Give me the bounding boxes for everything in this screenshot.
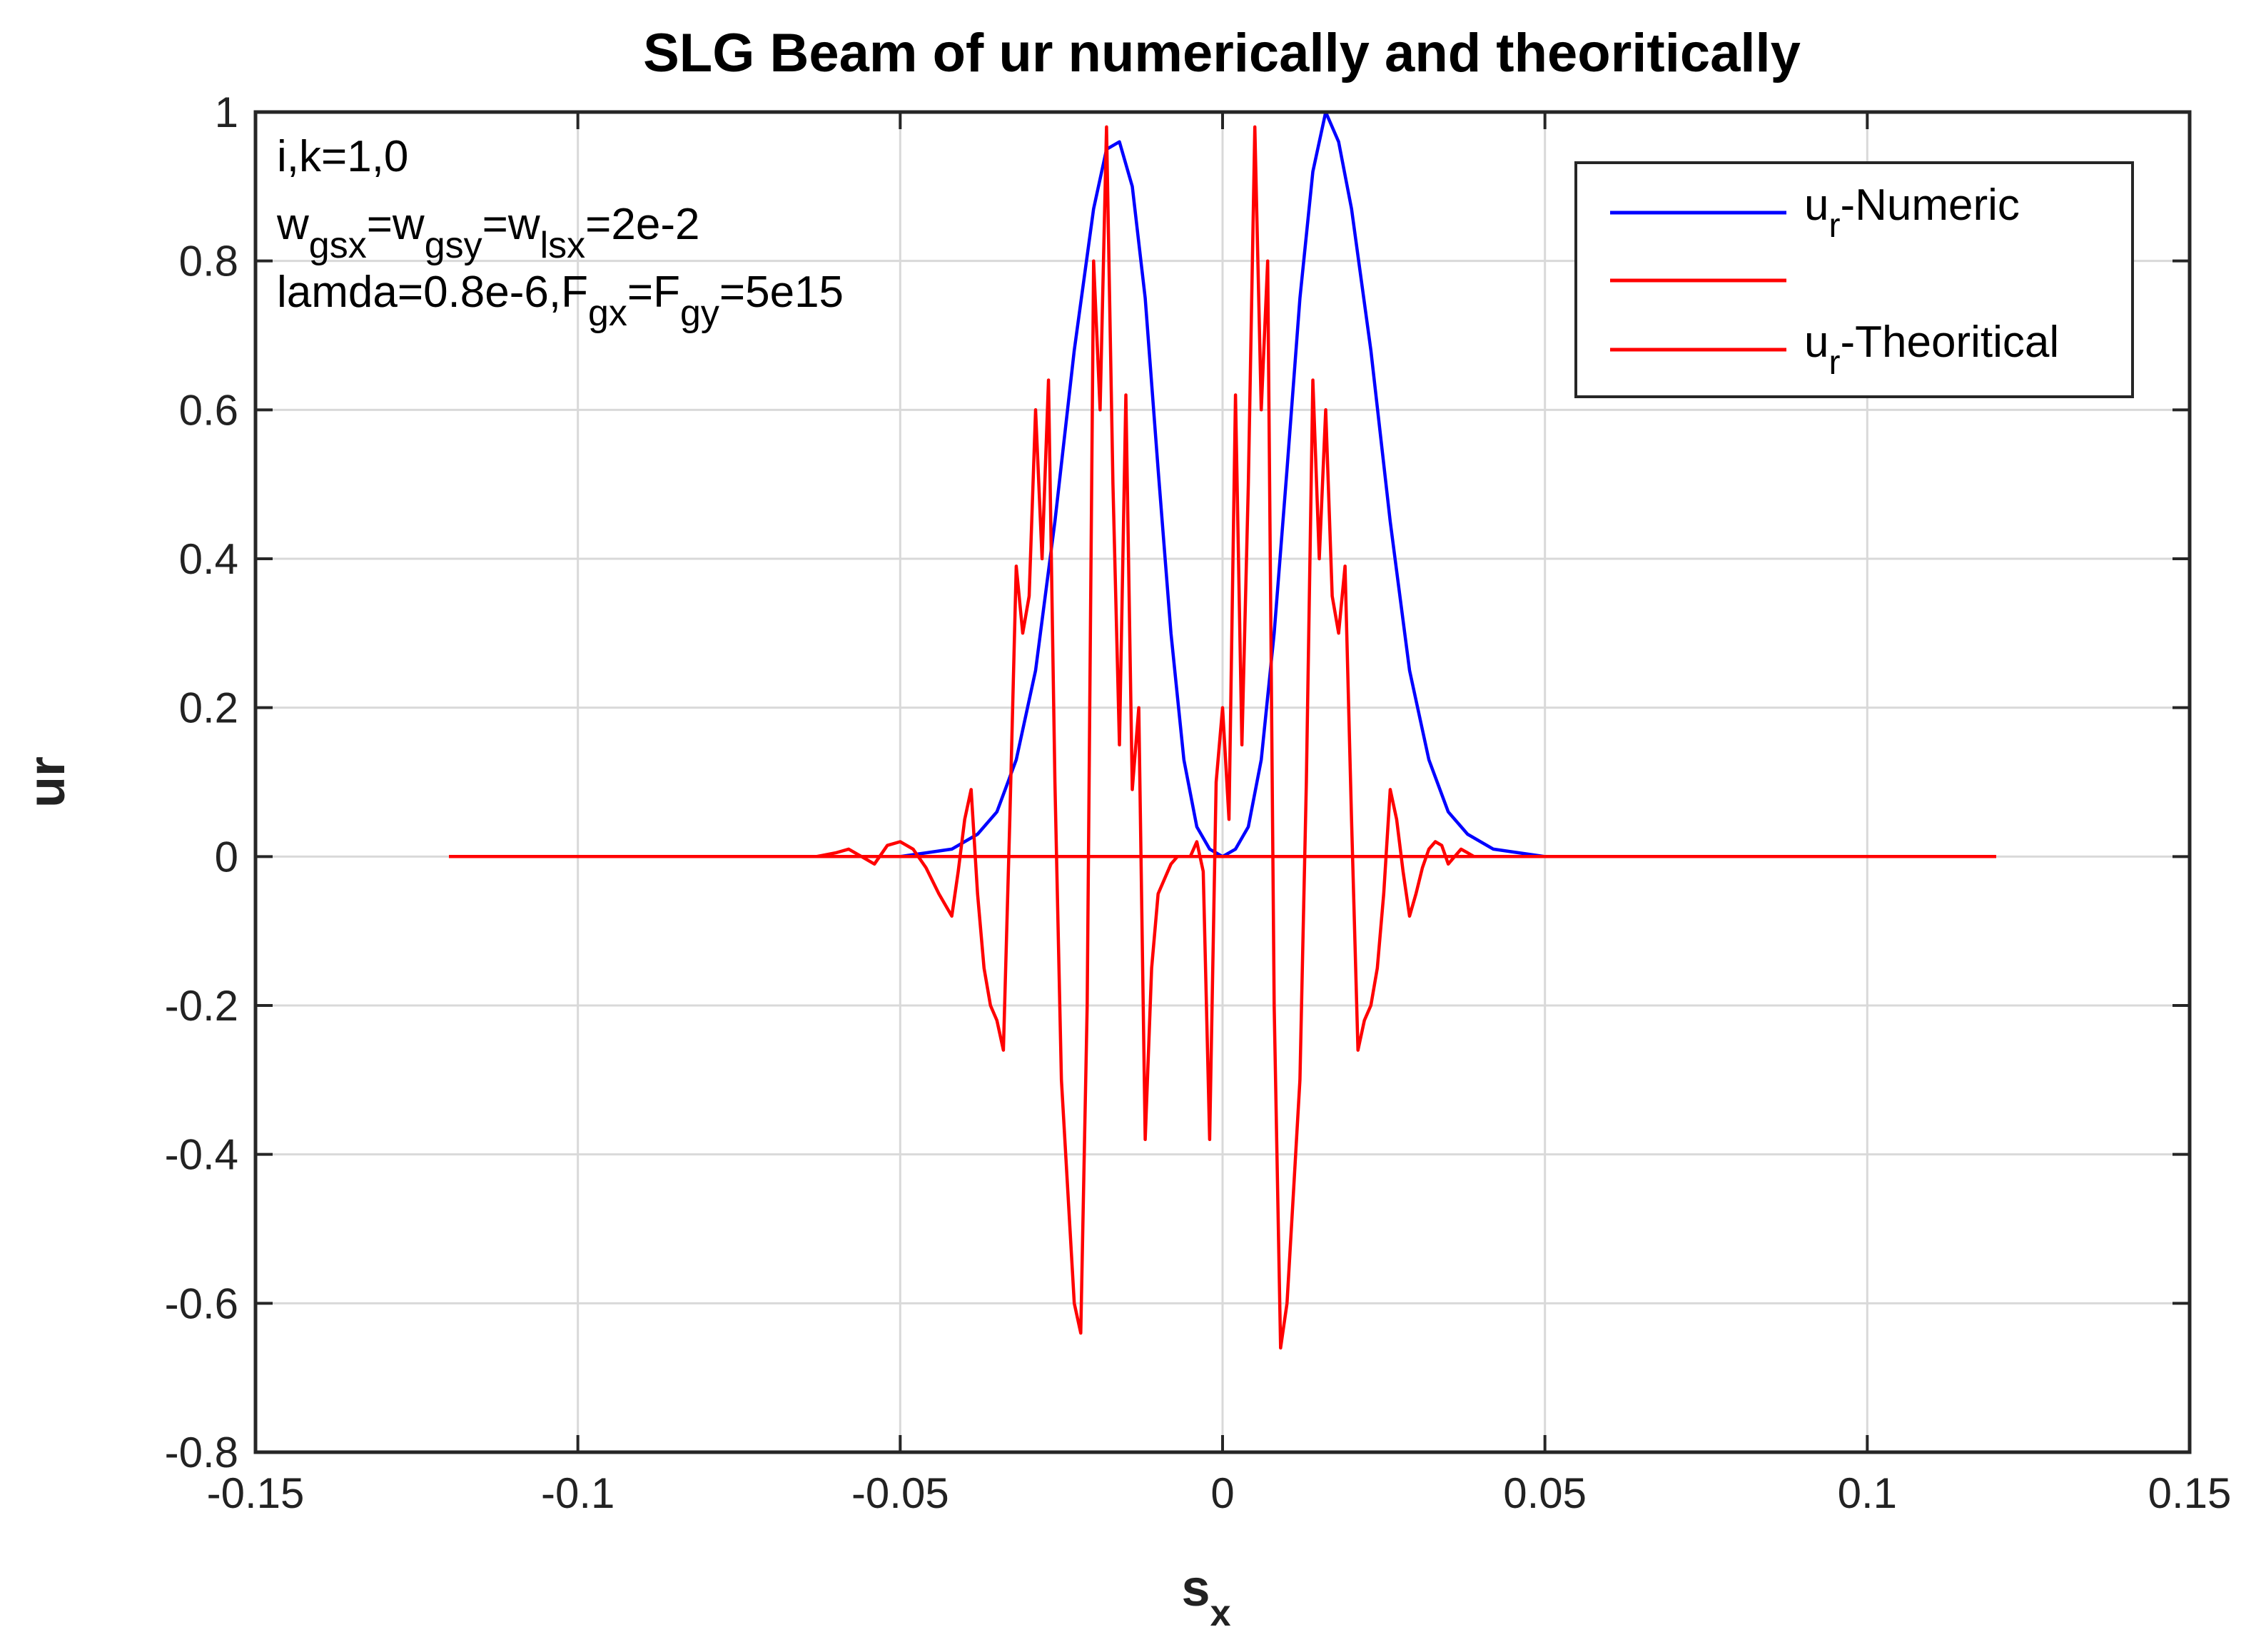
x-tick-label: 0.1 <box>1838 1469 1897 1517</box>
y-axis-label: ur <box>19 756 76 808</box>
annotation-text: i,k=1,0 <box>277 132 408 181</box>
legend-label-subscript: r <box>1829 344 1840 382</box>
y-tick-label: -0.4 <box>165 1131 238 1179</box>
annotation-line-2: wgsx=wgsy=wlsx=2e-2 <box>276 200 699 266</box>
annotation-text: =w <box>482 200 540 249</box>
annotation-text: =2e-2 <box>585 200 699 249</box>
annotation-text: =w <box>367 200 425 249</box>
legend-label-subscript: r <box>1829 207 1840 245</box>
y-tick-label: 0 <box>215 833 238 881</box>
x-tick-label: -0.15 <box>207 1469 305 1517</box>
x-axis-label-main: s <box>1182 1560 1210 1617</box>
legend-label-2: ur-Theoritical <box>1804 318 2059 382</box>
annotation-text: w <box>276 200 309 249</box>
y-tick-label: 1 <box>215 88 238 136</box>
legend-label-main: u <box>1804 318 1829 367</box>
annotation-subscript: gsx <box>309 225 367 266</box>
annotation-text: =5e15 <box>719 268 844 317</box>
x-tick-label: 0.15 <box>2148 1469 2232 1517</box>
annotation-text: =F <box>627 268 680 317</box>
x-tick-label: -0.05 <box>851 1469 949 1517</box>
series-group <box>449 112 1996 1350</box>
legend-label-rest: -Numeric <box>1840 181 2019 230</box>
x-axis-label-subscript: x <box>1210 1593 1231 1634</box>
y-tick-label: -0.8 <box>165 1429 238 1476</box>
y-tick-label: -0.6 <box>165 1279 238 1327</box>
x-tick-label: -0.1 <box>541 1469 614 1517</box>
y-tick-label: 0.6 <box>179 386 238 434</box>
series-line-2 <box>816 125 1629 1350</box>
annotation-text: lamda=0.8e-6,F <box>277 268 588 317</box>
annotation-line-3: lamda=0.8e-6,Fgx=Fgy=5e15 <box>277 268 844 334</box>
y-tick-label: 0.2 <box>179 684 238 732</box>
parameter-annotations: i,k=1,0wgsx=wgsy=wlsx=2e-2lamda=0.8e-6,F… <box>276 132 844 334</box>
y-tick-label: 0.4 <box>179 535 238 583</box>
legend-label-rest: -Theoritical <box>1840 318 2059 367</box>
x-axis-label: sx <box>1182 1560 1231 1634</box>
annotation-subscript: gy <box>680 293 719 334</box>
y-tick-label: 0.8 <box>179 238 238 285</box>
chart-title: SLG Beam of ur numerically and theoritic… <box>643 23 1801 83</box>
x-tick-label: 0.05 <box>1503 1469 1587 1517</box>
y-tick-label: -0.2 <box>165 982 238 1030</box>
annotation-line-1: i,k=1,0 <box>277 132 408 181</box>
annotation-subscript: gsy <box>425 225 482 266</box>
annotation-subscript: gx <box>588 293 627 334</box>
annotation-subscript: lsx <box>540 225 586 266</box>
tick-labels: -0.15 -0.1 -0.05 0 0.05 0.1 0.15 -0.8 -0.6 -0.4 -0… <box>165 88 2232 1517</box>
legend-label-main: u <box>1804 181 1829 230</box>
x-tick-label: 0 <box>1210 1469 1234 1517</box>
legend-label-0: ur-Numeric <box>1804 181 2020 245</box>
